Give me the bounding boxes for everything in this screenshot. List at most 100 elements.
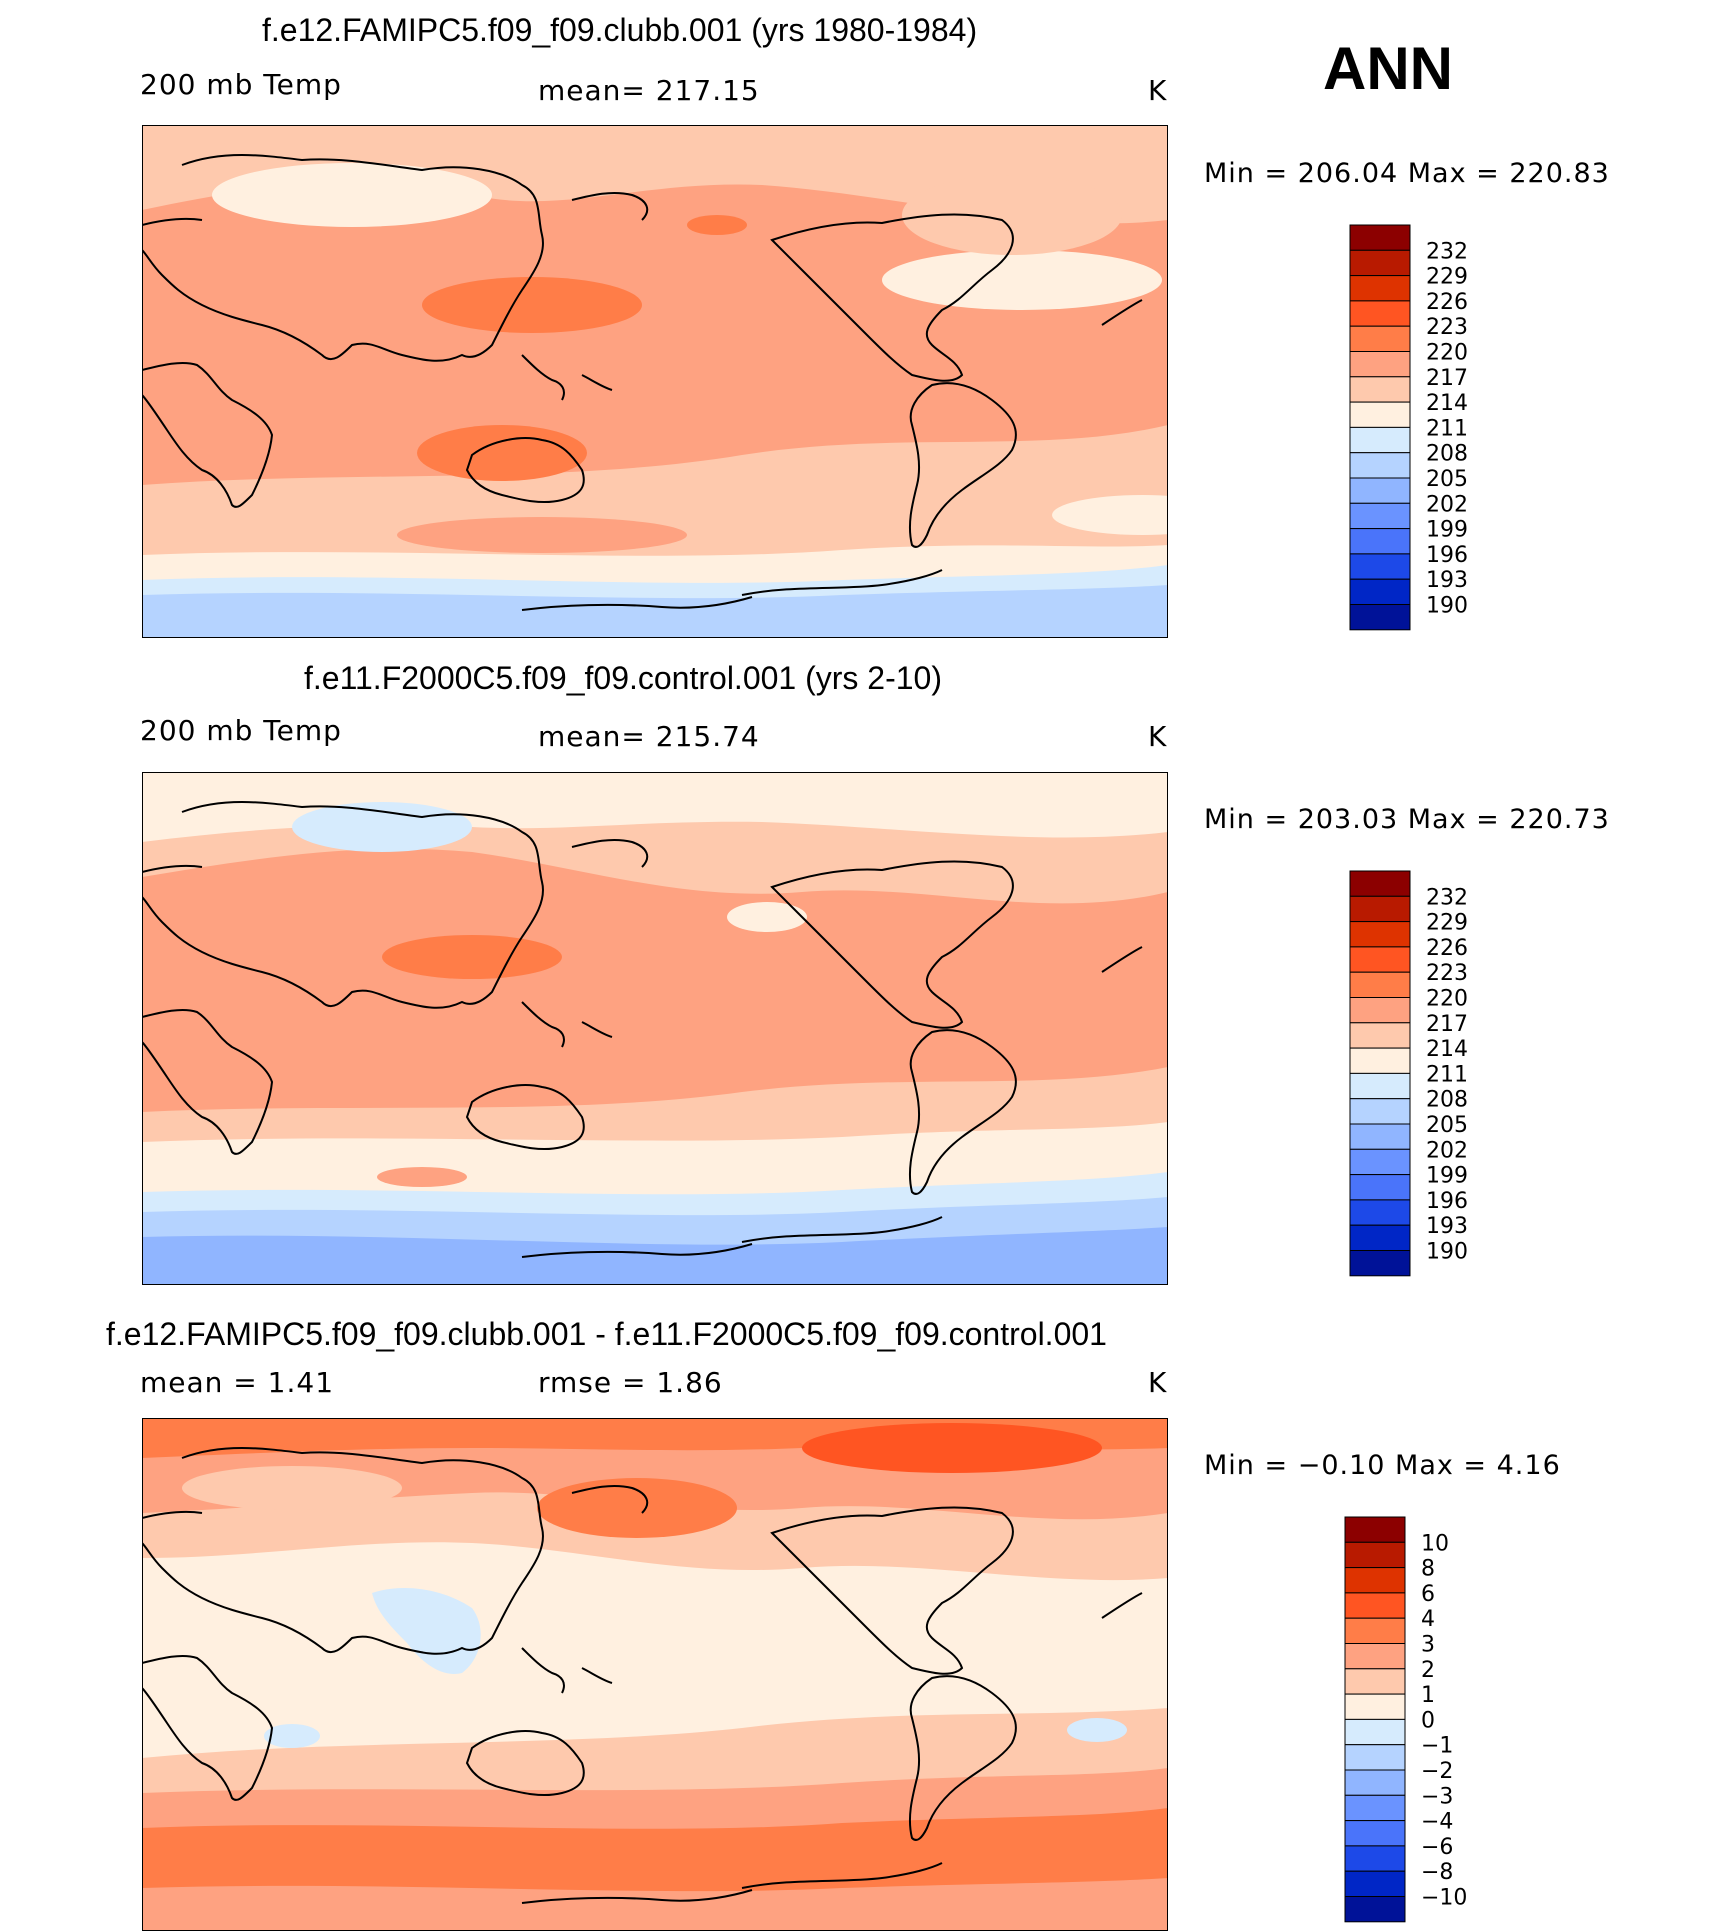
colorbar-swatch [1349, 971, 1411, 998]
panel-1-min-max: Min = 206.04 Max = 220.83 [1204, 158, 1610, 189]
colorbar-swatch [1349, 1224, 1411, 1252]
panel-1-variable-label: 200 mb Temp [140, 68, 342, 101]
panel-2-title: f.e11.F2000C5.f09_f09.control.001 (yrs 2… [304, 660, 942, 696]
colorbar-swatch [1349, 997, 1411, 1024]
colorbar-tick-label: 211 [1426, 416, 1468, 441]
colorbar-swatch [1344, 1794, 1406, 1822]
panel-1-mean-label: mean= 217.15 [538, 74, 760, 107]
colorbar-tick-label: 193 [1426, 568, 1468, 593]
colorbar-swatch [1349, 249, 1411, 277]
colorbar-swatch [1349, 1022, 1411, 1049]
panel-3-title: f.e12.FAMIPC5.f09_f09.clubb.001 - f.e11.… [106, 1316, 1107, 1352]
season-label: ANN [1323, 35, 1453, 102]
colorbar-swatch [1349, 921, 1411, 948]
colorbar-swatch [1349, 1047, 1411, 1074]
panel-3-rmse-label: rmse = 1.86 [538, 1366, 723, 1399]
colorbar-tick-label: 220 [1426, 987, 1468, 1012]
panel-3-mean-label: mean = 1.41 [140, 1366, 335, 1399]
colorbar-swatch [1349, 426, 1411, 454]
colorbar-tick-label: 199 [1426, 518, 1468, 543]
panel-3-min-max: Min = −0.10 Max = 4.16 [1204, 1450, 1561, 1481]
colorbar-swatch [1349, 502, 1411, 530]
colorbar-tick-label: 196 [1426, 1189, 1468, 1214]
colorbar-swatch [1349, 1174, 1411, 1201]
colorbar-swatch [1344, 1744, 1406, 1771]
colorbar-tick-label: 220 [1426, 341, 1468, 366]
colorbar-swatch [1344, 1870, 1406, 1898]
colorbar-tick-label: 205 [1426, 1113, 1468, 1138]
colorbar-swatch [1344, 1592, 1406, 1619]
panel-1-unit-label: K [1148, 74, 1168, 107]
colorbar-tick-label: 211 [1426, 1062, 1468, 1087]
colorbar-tick-label: 10 [1421, 1531, 1449, 1556]
colorbar-tick-label: 205 [1426, 467, 1468, 492]
colorbar-swatch [1349, 1123, 1411, 1150]
colorbar-tick-label: 4 [1421, 1607, 1435, 1632]
colorbar-tick-label: 1 [1421, 1683, 1435, 1708]
colorbar-tick-label: 217 [1426, 366, 1468, 391]
colorbar-tick-label: −4 [1421, 1810, 1453, 1835]
colorbar-tick-label: −1 [1421, 1734, 1453, 1759]
colorbar-swatch [1349, 870, 1411, 897]
colorbar-swatch [1344, 1516, 1406, 1543]
colorbar-swatch [1349, 1199, 1411, 1226]
colorbar-swatch [1344, 1693, 1406, 1720]
colorbar-tick-label: 190 [1426, 594, 1468, 619]
colorbar-swatch [1349, 604, 1411, 631]
colorbar-tick-label: −3 [1421, 1784, 1453, 1809]
colorbar-swatch [1344, 1567, 1406, 1594]
colorbar-tick-label: 0 [1421, 1708, 1435, 1733]
colorbar-tick-label: 214 [1426, 391, 1468, 416]
colorbar-swatch [1349, 1098, 1411, 1125]
colorbar-swatch [1349, 452, 1411, 479]
colorbar-swatch [1349, 553, 1411, 580]
colorbar-tick-label: 199 [1426, 1164, 1468, 1189]
colorbar-swatch [1349, 477, 1411, 504]
colorbar-swatch [1349, 275, 1411, 302]
panel-2-unit-label: K [1148, 720, 1168, 753]
colorbar-swatch [1349, 224, 1411, 251]
colorbar-tick-label: 226 [1426, 936, 1468, 961]
colorbar-swatch [1349, 401, 1411, 428]
colorbar-swatch [1349, 528, 1411, 555]
panel-1-title: f.e12.FAMIPC5.f09_f09.clubb.001 (yrs 198… [262, 12, 978, 48]
colorbar-tick-label: −8 [1421, 1860, 1453, 1885]
colorbar-tick-label: 217 [1426, 1012, 1468, 1037]
colorbar-swatch [1344, 1718, 1406, 1746]
panel-1-colorbar: 232 229 226 223 220 217 214 211 208 205 202 199 196 1… [1349, 224, 1490, 631]
colorbar-tick-label: 196 [1426, 543, 1468, 568]
colorbar-swatch [1349, 946, 1411, 973]
panel-3-map [142, 1418, 1168, 1931]
panel-3-colorbar: 10 8 6 4 3 2 1 0 −1 −2 −3 −4 −6 −8 −10 [1344, 1516, 1485, 1923]
colorbar-tick-label: 232 [1426, 239, 1468, 264]
colorbar-swatch [1344, 1845, 1406, 1872]
panel-2-map [142, 772, 1168, 1285]
colorbar-tick-label: −10 [1421, 1886, 1467, 1911]
colorbar-swatch [1344, 1617, 1406, 1644]
colorbar-tick-label: 3 [1421, 1633, 1435, 1658]
colorbar-tick-label: 214 [1426, 1037, 1468, 1062]
panel-1-map [142, 125, 1168, 638]
panel-2-variable-label: 200 mb Temp [140, 714, 342, 747]
panel-3-unit-label: K [1148, 1366, 1168, 1399]
colorbar-tick-label: 202 [1426, 492, 1468, 517]
colorbar-tick-label: 208 [1426, 1088, 1468, 1113]
colorbar-swatch [1349, 376, 1411, 403]
colorbar-swatch [1349, 325, 1411, 352]
colorbar-swatch [1349, 351, 1411, 378]
colorbar-tick-label: 226 [1426, 290, 1468, 315]
colorbar-tick-label: 229 [1426, 265, 1468, 290]
colorbar-swatch [1344, 1769, 1406, 1796]
colorbar-swatch [1349, 1072, 1411, 1100]
colorbar-tick-label: 6 [1421, 1582, 1435, 1607]
colorbar-tick-label: −6 [1421, 1835, 1453, 1860]
colorbar-tick-label: 193 [1426, 1214, 1468, 1239]
colorbar-tick-label: 202 [1426, 1138, 1468, 1163]
panel-2-mean-label: mean= 215.74 [538, 720, 760, 753]
colorbar-swatch [1344, 1668, 1406, 1695]
colorbar-swatch [1344, 1820, 1406, 1847]
colorbar-swatch [1349, 1148, 1411, 1176]
colorbar-swatch [1344, 1896, 1406, 1923]
colorbar-swatch [1344, 1643, 1406, 1670]
panel-2-min-max: Min = 203.03 Max = 220.73 [1204, 804, 1610, 835]
